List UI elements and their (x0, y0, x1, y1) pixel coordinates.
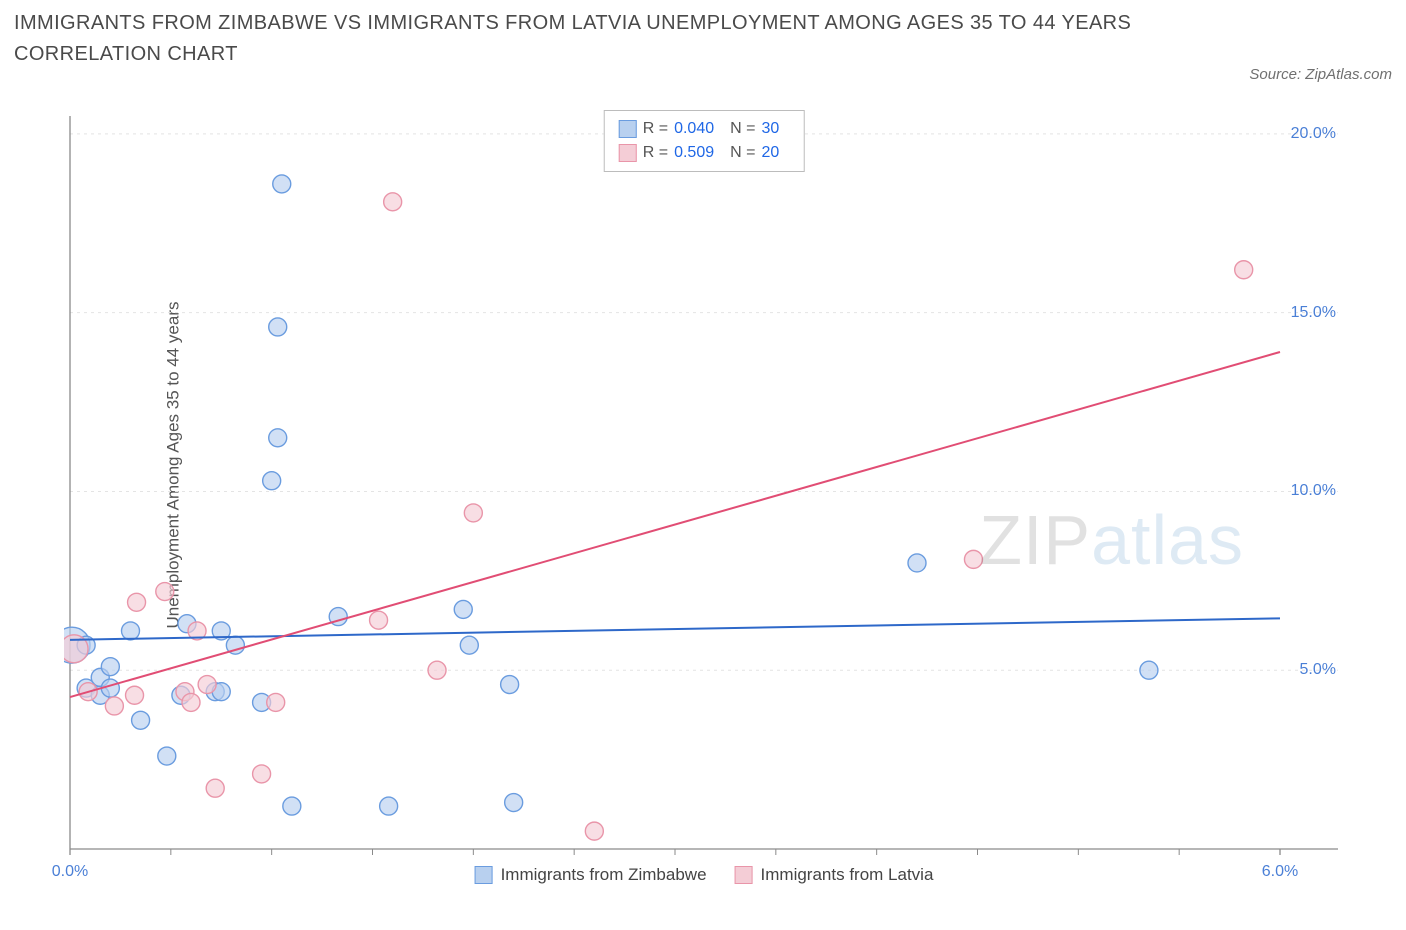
series-legend-label-1: Immigrants from Latvia (761, 865, 934, 885)
legend-swatch-latvia (735, 866, 753, 884)
y-tick-label: 20.0% (1291, 125, 1336, 143)
n-value-0: 30 (761, 117, 779, 141)
n-value-1: 20 (761, 141, 779, 165)
y-tick-label: 15.0% (1291, 304, 1336, 322)
series-legend-item-0: Immigrants from Zimbabwe (475, 865, 707, 885)
y-tick-label: 10.0% (1291, 482, 1336, 500)
r-value-1: 0.509 (674, 141, 714, 165)
series-legend: Immigrants from Zimbabwe Immigrants from… (475, 865, 934, 885)
stats-legend: R = 0.040 N = 30 R = 0.509 N = 20 (604, 110, 805, 172)
n-label: N = (730, 117, 755, 141)
source-name: ZipAtlas.com (1305, 66, 1392, 83)
stats-legend-row-0: R = 0.040 N = 30 (619, 117, 790, 141)
series-legend-label-0: Immigrants from Zimbabwe (501, 865, 707, 885)
series-legend-item-1: Immigrants from Latvia (735, 865, 934, 885)
r-label: R = (643, 117, 668, 141)
x-tick-label: 0.0% (52, 863, 88, 881)
n-label: N = (730, 141, 755, 165)
scatter-plot-svg (64, 110, 1344, 855)
x-tick-label: 6.0% (1262, 863, 1298, 881)
legend-swatch-zimbabwe (475, 866, 493, 884)
stats-legend-row-1: R = 0.509 N = 20 (619, 141, 790, 165)
r-label: R = (643, 141, 668, 165)
source-attribution: Source: ZipAtlas.com (1249, 66, 1392, 83)
legend-swatch-latvia (619, 144, 637, 162)
chart-plot-area: ZIPatlas R = 0.040 N = 30 R = 0.509 N = … (64, 110, 1344, 855)
legend-swatch-zimbabwe (619, 120, 637, 138)
y-tick-label: 5.0% (1300, 661, 1336, 679)
chart-title: IMMIGRANTS FROM ZIMBABWE VS IMMIGRANTS F… (14, 8, 1134, 70)
source-prefix: Source: (1249, 66, 1305, 83)
r-value-0: 0.040 (674, 117, 714, 141)
